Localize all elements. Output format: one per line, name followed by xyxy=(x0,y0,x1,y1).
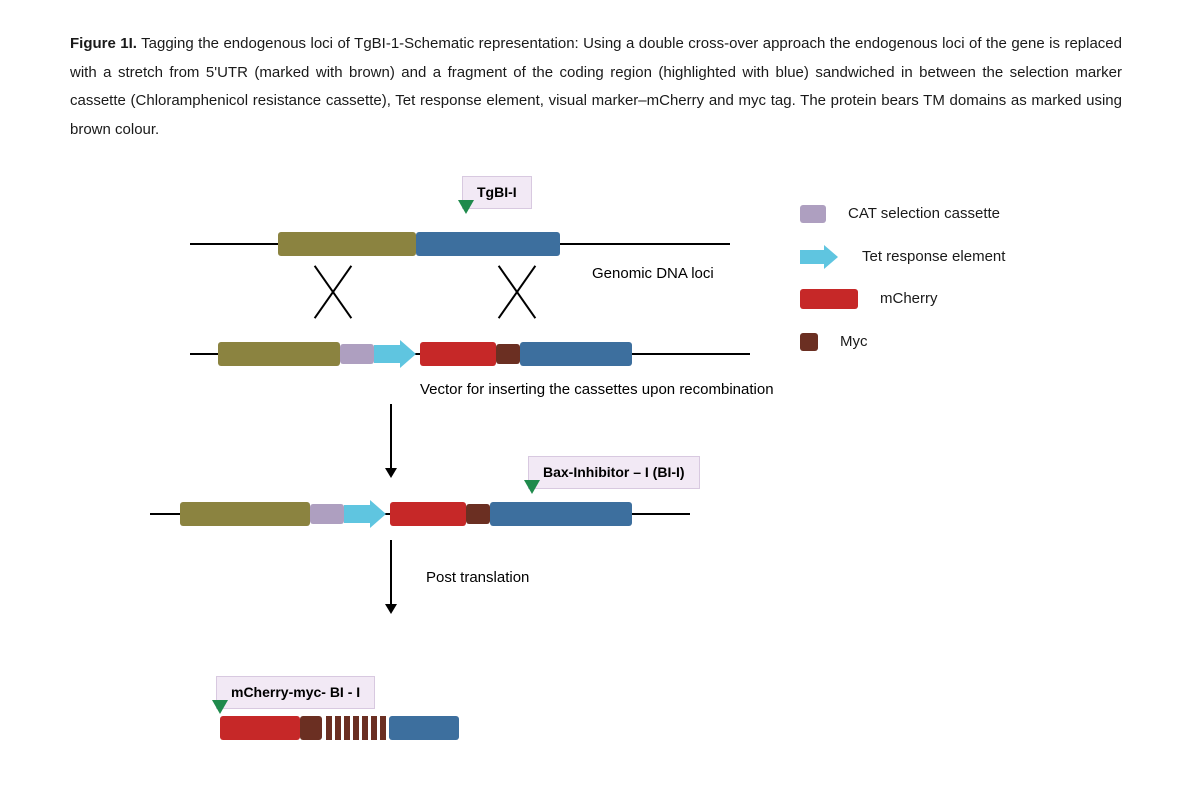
row-genomic xyxy=(70,232,770,256)
crossover-left-icon xyxy=(302,262,362,322)
legend-mcherry-label: mCherry xyxy=(880,285,938,314)
legend-tet: Tet response element xyxy=(800,243,1005,272)
mcherry-swatch xyxy=(800,289,858,309)
legend-myc: Myc xyxy=(800,328,1005,357)
tet-arrow-icon xyxy=(374,342,416,366)
pointer-tgbi-icon xyxy=(458,200,474,214)
cat-swatch xyxy=(800,205,826,223)
protein-myc xyxy=(300,716,322,740)
legend-myc-label: Myc xyxy=(840,328,868,357)
figure-caption-text: Tagging the endogenous loci of TgBI-1-Sc… xyxy=(70,35,1122,138)
legend-cat-label: CAT selection cassette xyxy=(848,200,1000,229)
arrow-down-1-icon xyxy=(390,404,392,476)
figure-label: Figure 1I. xyxy=(70,35,137,52)
crossover-right-icon xyxy=(486,262,546,322)
tet-swatch xyxy=(800,246,840,268)
row-protein xyxy=(220,716,459,740)
label-box-protein: mCherry-myc- BI - I xyxy=(216,676,375,709)
legend-tet-label: Tet response element xyxy=(862,243,1005,272)
legend: CAT selection cassette Tet response elem… xyxy=(800,200,1005,370)
pointer-bax-icon xyxy=(524,480,540,494)
arrow-down-2-icon xyxy=(390,540,392,612)
figure-caption: Figure 1I. Tagging the endogenous loci o… xyxy=(70,30,1122,144)
seg-utr-brown xyxy=(278,232,416,256)
legend-cat: CAT selection cassette xyxy=(800,200,1005,229)
row-vector xyxy=(70,342,770,366)
tet-arrow-icon-2 xyxy=(344,502,386,526)
protein-bi xyxy=(389,716,459,740)
row-recombined xyxy=(70,502,770,526)
pointer-protein-icon xyxy=(212,700,228,714)
protein-mcherry xyxy=(220,716,300,740)
legend-mcherry: mCherry xyxy=(800,285,1005,314)
label-box-bax: Bax-Inhibitor – I (BI-I) xyxy=(528,456,700,489)
diagram: CAT selection cassette Tet response elem… xyxy=(70,176,1070,776)
protein-tm-domains xyxy=(326,716,389,740)
text-post-translation: Post translation xyxy=(426,564,529,593)
seg-coding-blue xyxy=(416,232,560,256)
myc-swatch xyxy=(800,333,818,351)
text-genomic-loci: Genomic DNA loci xyxy=(592,260,714,289)
text-vector-caption: Vector for inserting the cassettes upon … xyxy=(420,376,774,405)
